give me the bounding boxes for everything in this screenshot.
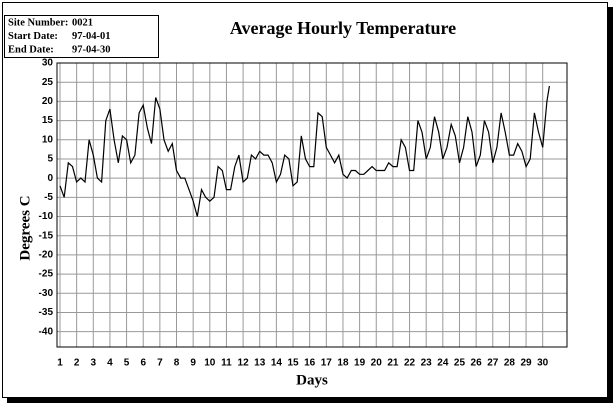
x-tick-label: 6	[140, 358, 146, 369]
y-tick-label: -15	[39, 230, 54, 241]
y-tick-label: -40	[39, 326, 54, 337]
x-tick-label: 2	[74, 358, 80, 369]
info-label: Site Number:	[8, 17, 68, 28]
x-tick-label: 13	[254, 358, 266, 369]
y-tick-label: 5	[47, 154, 53, 165]
y-tick-label: -5	[44, 192, 53, 203]
x-tick-label: 18	[337, 358, 349, 369]
x-tick-label: 7	[157, 358, 163, 369]
x-tick-label: 4	[107, 358, 113, 369]
y-tick-label: 25	[42, 77, 54, 88]
y-tick-label: 10	[42, 134, 54, 145]
x-tick-label: 17	[321, 358, 333, 369]
info-label: Start Date:	[8, 31, 58, 42]
y-tick-label: -10	[39, 211, 54, 222]
x-tick-label: 21	[387, 358, 399, 369]
x-tick-label: 11	[221, 358, 232, 369]
y-tick-label: 30	[42, 58, 54, 69]
chart-title: Average Hourly Temperature	[230, 18, 456, 38]
x-tick-label: 24	[437, 358, 449, 369]
info-value: 0021	[72, 17, 93, 28]
x-tick-label: 23	[421, 358, 433, 369]
x-tick-label: 1	[57, 358, 63, 369]
info-box	[4, 15, 159, 58]
y-tick-label: 0	[47, 173, 53, 184]
x-tick-label: 28	[504, 358, 516, 369]
x-tick-label: 9	[190, 358, 196, 369]
y-axis-label: Degrees C	[17, 195, 33, 260]
x-tick-label: 30	[537, 358, 549, 369]
y-tick-label: -35	[39, 307, 54, 318]
info-label: End Date:	[8, 44, 54, 55]
x-tick-label: 3	[91, 358, 97, 369]
x-tick-label: 25	[454, 358, 466, 369]
x-tick-label: 20	[371, 358, 383, 369]
y-tick-label: -25	[39, 269, 54, 280]
frame-shadow	[7, 398, 613, 403]
info-value: 97-04-01	[72, 31, 111, 42]
x-tick-label: 29	[520, 358, 532, 369]
x-tick-label: 8	[174, 358, 180, 369]
x-tick-label: 19	[354, 358, 366, 369]
info-value: 97-04-30	[72, 44, 111, 55]
plot-area	[57, 63, 567, 347]
x-tick-label: 10	[204, 358, 216, 369]
y-tick-label: -20	[39, 250, 54, 261]
y-tick-label: -30	[39, 288, 54, 299]
x-tick-label: 15	[287, 358, 299, 369]
x-tick-label: 26	[471, 358, 483, 369]
x-tick-label: 22	[404, 358, 416, 369]
x-tick-label: 27	[487, 358, 499, 369]
frame-shadow	[608, 7, 613, 402]
x-tick-label: 5	[124, 358, 130, 369]
x-tick-label: 14	[271, 358, 283, 369]
temperature-line	[59, 85, 550, 217]
y-tick-label: 20	[42, 96, 54, 107]
y-tick-label: 15	[42, 115, 54, 126]
plot-border	[56, 62, 568, 348]
x-tick-label: 12	[238, 358, 250, 369]
x-axis-label: Days	[296, 372, 328, 388]
x-tick-label: 16	[304, 358, 316, 369]
info: Site Number: 0021 Start Date: 97-04-01 End D…	[8, 17, 111, 55]
